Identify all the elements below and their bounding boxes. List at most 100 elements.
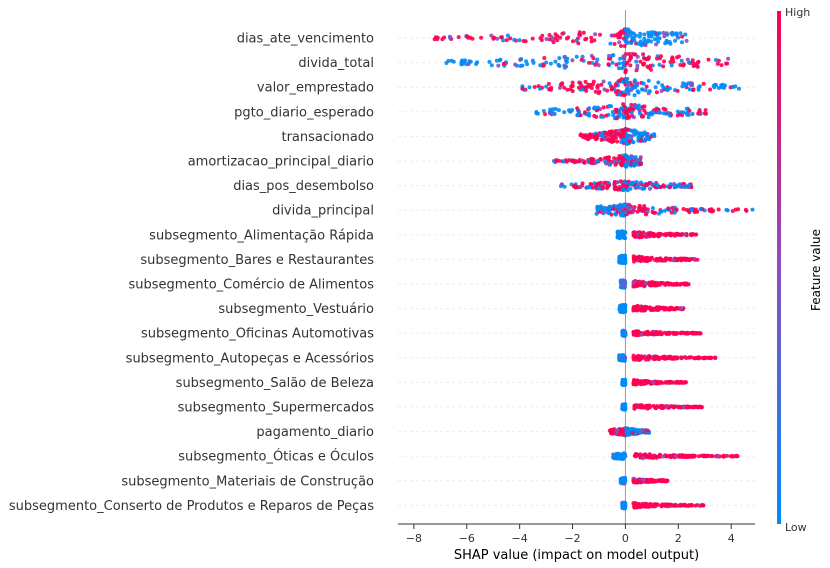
shap-point	[527, 85, 532, 90]
shap-point	[468, 35, 473, 40]
shap-point	[665, 88, 670, 93]
shap-point	[612, 134, 617, 139]
shap-point	[661, 111, 666, 116]
shap-point	[595, 84, 600, 89]
shap-point	[697, 331, 702, 336]
shap-point	[634, 59, 639, 64]
shap-point	[512, 37, 517, 42]
shap-point	[681, 184, 686, 189]
feature-row-points	[558, 179, 694, 193]
shap-point	[668, 502, 673, 507]
shap-point	[615, 156, 620, 161]
shap-point	[577, 159, 582, 164]
shap-point	[672, 182, 677, 186]
shap-point	[637, 111, 642, 116]
shap-point	[671, 258, 676, 263]
shap-point	[607, 81, 612, 86]
shap-point	[548, 61, 553, 66]
shap-point	[578, 184, 583, 189]
shap-point	[644, 258, 649, 263]
shap-point	[633, 452, 638, 456]
shap-point	[579, 83, 584, 88]
shap-point	[659, 479, 664, 484]
feature-label: subsegmento_Autopeças e Acessórios	[126, 351, 375, 366]
shap-point	[695, 60, 700, 65]
shap-point	[602, 87, 607, 92]
shap-point	[605, 161, 610, 166]
shap-point	[750, 207, 755, 212]
feature-label: subsegmento_Conserto de Produtos e Repar…	[9, 499, 374, 514]
shap-point	[687, 87, 692, 92]
shap-point	[623, 69, 628, 73]
shap-point	[690, 112, 695, 116]
shap-point	[625, 127, 630, 132]
shap-point	[576, 41, 581, 46]
shap-point	[669, 63, 674, 68]
shap-point	[620, 358, 625, 363]
shap-point	[623, 210, 628, 215]
shap-point	[679, 258, 684, 263]
colorbar-low-label: Low	[785, 521, 807, 534]
shap-point	[622, 403, 627, 408]
shap-point	[661, 64, 666, 69]
shap-point	[625, 87, 630, 92]
shap-point	[656, 39, 661, 44]
shap-point	[551, 107, 556, 112]
shap-point	[632, 403, 637, 408]
shap-point	[646, 504, 651, 509]
shap-point	[570, 84, 575, 88]
shap-point	[568, 109, 573, 114]
feature-row-points	[611, 451, 740, 461]
shap-point	[580, 87, 585, 92]
feature-label: divida_principal	[272, 204, 374, 219]
shap-point	[614, 62, 619, 67]
shap-point	[546, 81, 551, 86]
shap-point	[631, 257, 636, 262]
shap-point	[629, 110, 634, 115]
shap-point	[612, 156, 617, 161]
shap-point	[646, 34, 651, 38]
shap-point	[623, 303, 628, 308]
shap-point	[559, 82, 564, 87]
shap-point	[713, 355, 718, 360]
shap-point	[626, 91, 631, 96]
shap-point	[591, 56, 596, 61]
feature-label: subsegmento_Materiais de Construção	[121, 474, 374, 489]
shap-point	[614, 129, 619, 133]
shap-point	[623, 377, 628, 382]
shap-point	[610, 139, 615, 144]
shap-point	[603, 130, 608, 135]
shap-point	[624, 111, 628, 116]
shap-point	[617, 208, 622, 213]
shap-point	[687, 355, 692, 360]
shap-point	[618, 429, 623, 434]
shap-point	[674, 454, 678, 459]
shap-point	[735, 454, 740, 459]
shap-point	[635, 480, 640, 485]
shap-point	[645, 135, 650, 140]
shap-point	[724, 207, 729, 212]
shap-point	[598, 180, 603, 185]
shap-point	[716, 86, 721, 90]
shap-point	[642, 61, 646, 66]
shap-point	[657, 36, 662, 41]
shap-point	[519, 57, 524, 61]
shap-point	[678, 31, 683, 36]
shap-point	[691, 87, 696, 92]
shap-point	[664, 478, 669, 483]
shap-point	[688, 81, 693, 86]
feature-label: transacionado	[281, 130, 374, 145]
shap-point	[630, 430, 635, 435]
shap-point	[624, 184, 629, 189]
shap-point	[635, 81, 640, 86]
shap-point	[601, 105, 606, 110]
shap-point	[617, 30, 622, 35]
shap-point	[691, 405, 695, 410]
shap-point	[632, 93, 637, 98]
shap-point	[544, 37, 549, 41]
shap-point	[701, 503, 706, 508]
shap-point	[606, 62, 611, 67]
shap-point	[730, 209, 735, 213]
shap-point	[610, 86, 615, 91]
